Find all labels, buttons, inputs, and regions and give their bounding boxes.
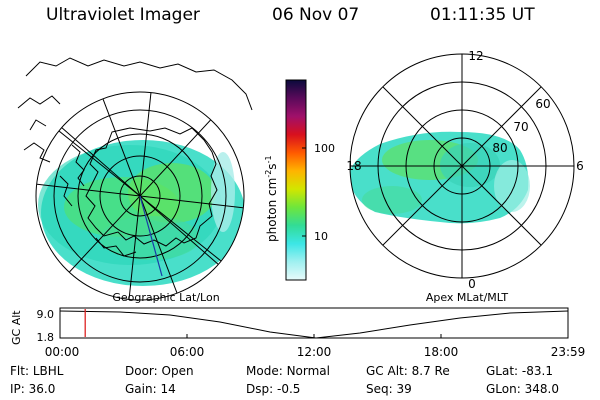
- mlat-label-70: 70: [513, 120, 528, 134]
- status-flt: Flt: LBHL: [10, 364, 64, 378]
- satellite-ground-track: [139, 195, 163, 277]
- magnetic-polar-panel: 12 18 6 0 80 70 60: [346, 49, 583, 291]
- colorbar: 100 10 photon cm-2s-1: [264, 79, 335, 281]
- status-seq: Seq: 39: [366, 382, 412, 396]
- timeline-ticks: [186, 334, 442, 338]
- status-ip: IP: 36.0: [10, 382, 56, 396]
- status-gain: Gain: 14: [125, 382, 176, 396]
- alt-ytick-high: 9.0: [37, 308, 55, 321]
- colorbar-tick-100: 100: [314, 142, 335, 155]
- geographic-map-panel: [17, 57, 253, 301]
- altitude-curve: [59, 310, 569, 339]
- right-aurora-image: [350, 131, 530, 224]
- left-aurora-image: [38, 140, 244, 286]
- mlt-labels: 12 18 6 0: [346, 49, 583, 291]
- timeline-xticks: 00:00 06:00 12:00 18:00 23:59: [45, 345, 586, 359]
- altitude-timeline-plot: 9.0 1.8 GC Alt 00:00 06:00 12:00 18:00 2…: [10, 307, 586, 359]
- coastlines: [17, 57, 253, 257]
- xtick-1800: 18:00: [424, 345, 459, 359]
- xtick-2359: 23:59: [551, 345, 586, 359]
- alt-ytick-low: 1.8: [37, 331, 55, 344]
- colorbar-unit-label: photon cm-2s-1: [264, 155, 279, 242]
- mlat-labels: 80 70 60: [492, 97, 550, 155]
- left-panel-caption: Geographic Lat/Lon: [112, 291, 219, 304]
- mlt-label-18: 18: [346, 159, 361, 173]
- status-gc-alt: GC Alt: 8.7 Re: [366, 364, 450, 378]
- instrument-title: Ultraviolet Imager: [46, 5, 200, 25]
- time-label: 01:11:35 UT: [430, 5, 535, 25]
- mlat-label-80: 80: [492, 141, 507, 155]
- status-glon: GLon: 348.0: [486, 382, 559, 396]
- xtick-1200: 12:00: [297, 345, 332, 359]
- xtick-0000: 00:00: [45, 345, 80, 359]
- status-mode: Mode: Normal: [246, 364, 330, 378]
- colorbar-tick-10: 10: [314, 230, 328, 243]
- right-panel-caption: Apex MLat/MLT: [426, 291, 509, 304]
- mlt-label-0: 0: [468, 277, 476, 291]
- date-label: 06 Nov 07: [272, 5, 360, 25]
- status-glat: GLat: -83.1: [486, 364, 553, 378]
- status-door: Door: Open: [125, 364, 194, 378]
- mlat-grid: [349, 53, 575, 279]
- alt-ylabel: GC Alt: [10, 310, 23, 345]
- mlt-label-6: 6: [576, 159, 584, 173]
- status-dsp: Dsp: -0.5: [246, 382, 301, 396]
- colorbar-gradient: [285, 79, 307, 281]
- mlt-label-12: 12: [468, 49, 483, 63]
- xtick-0600: 06:00: [170, 345, 205, 359]
- mlat-label-60: 60: [535, 97, 550, 111]
